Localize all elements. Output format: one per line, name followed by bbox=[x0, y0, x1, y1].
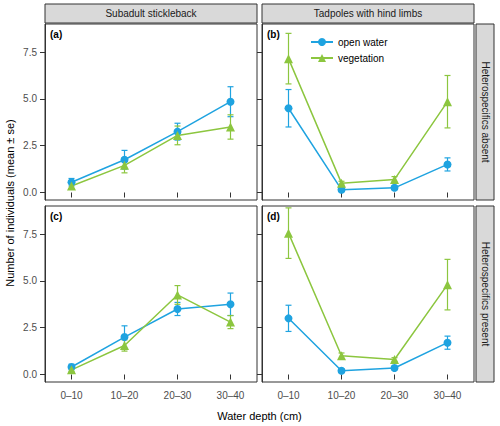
svg-text:2.5: 2.5 bbox=[23, 322, 37, 333]
svg-text:Number of individuals (mean ±: Number of individuals (mean ± se) bbox=[4, 119, 16, 286]
svg-text:7.5: 7.5 bbox=[23, 229, 37, 240]
svg-text:Heterospecifics absent: Heterospecifics absent bbox=[480, 61, 491, 162]
svg-text:(a): (a) bbox=[50, 29, 62, 40]
svg-text:Water depth (cm): Water depth (cm) bbox=[217, 410, 302, 422]
svg-text:0–10: 0–10 bbox=[277, 390, 300, 401]
svg-text:Heterospecifics present: Heterospecifics present bbox=[480, 242, 491, 347]
svg-text:30–40: 30–40 bbox=[217, 390, 245, 401]
svg-text:10–20: 10–20 bbox=[328, 390, 356, 401]
svg-text:2.5: 2.5 bbox=[23, 140, 37, 151]
svg-text:0.0: 0.0 bbox=[23, 187, 37, 198]
svg-text:open water: open water bbox=[338, 37, 388, 48]
svg-text:5.0: 5.0 bbox=[23, 93, 37, 104]
svg-text:Subadult stickleback: Subadult stickleback bbox=[105, 8, 197, 19]
svg-text:(d): (d) bbox=[267, 211, 280, 222]
svg-text:30–40: 30–40 bbox=[434, 390, 462, 401]
svg-text:(b): (b) bbox=[267, 29, 280, 40]
svg-text:5.0: 5.0 bbox=[23, 275, 37, 286]
svg-text:0–10: 0–10 bbox=[60, 390, 83, 401]
svg-text:0.0: 0.0 bbox=[23, 369, 37, 380]
svg-text:Tadpoles with hind limbs: Tadpoles with hind limbs bbox=[314, 8, 422, 19]
svg-text:20–30: 20–30 bbox=[381, 390, 409, 401]
svg-text:7.5: 7.5 bbox=[23, 47, 37, 58]
svg-text:(c): (c) bbox=[50, 211, 62, 222]
svg-text:10–20: 10–20 bbox=[111, 390, 139, 401]
svg-text:20–30: 20–30 bbox=[164, 390, 192, 401]
svg-text:vegetation: vegetation bbox=[338, 53, 384, 64]
